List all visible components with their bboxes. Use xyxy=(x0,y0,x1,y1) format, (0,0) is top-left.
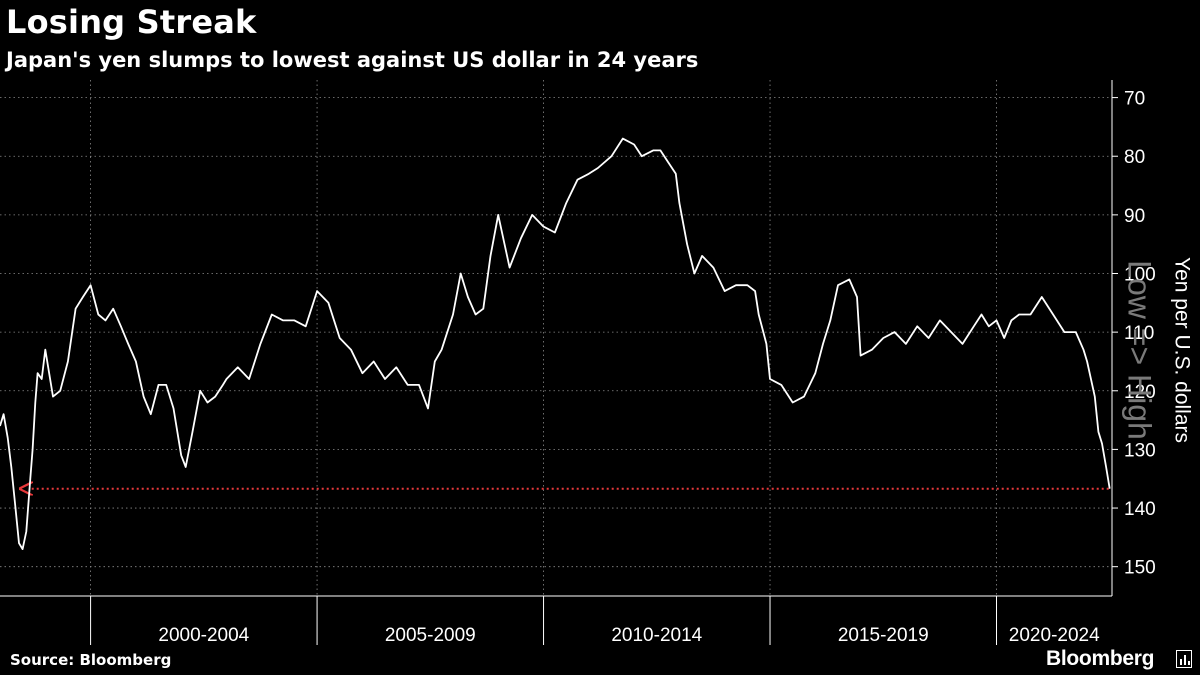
chart-title: Losing Streak xyxy=(6,3,257,41)
x-axis-periods: 2000-2004 2005-2009 2010-2014 2015-2019 2020… xyxy=(0,595,1112,646)
y-axis: 70 80 90 100 110 120 130 140 150 xyxy=(1111,80,1156,596)
y-tick-label: 90 xyxy=(1124,206,1145,227)
y-tick-label: 80 xyxy=(1124,147,1145,168)
y-tick-label: 70 xyxy=(1124,89,1145,110)
x-period-label: 2020-2024 xyxy=(1009,625,1100,646)
bloomberg-logo: Bloomberg xyxy=(1046,647,1155,670)
x-period-label: 2005-2009 xyxy=(385,625,476,646)
y-tick-label: 130 xyxy=(1124,440,1156,461)
bloomberg-mark-icon xyxy=(1176,650,1192,668)
x-period-label: 2010-2014 xyxy=(611,625,702,646)
grid xyxy=(0,80,1112,596)
y-tick-label: 120 xyxy=(1124,382,1156,403)
axis-annotation: Low => High xyxy=(1122,260,1158,440)
x-period-label: 2015-2019 xyxy=(838,625,929,646)
x-period-label: 2000-2004 xyxy=(158,625,249,646)
source-note: Source: Bloomberg xyxy=(10,651,172,669)
chart-subtitle: Japan's yen slumps to lowest against US … xyxy=(6,48,699,72)
usd-jpy-line xyxy=(0,137,1111,550)
y-tick-label: 110 xyxy=(1124,323,1154,344)
y-tick-label: 150 xyxy=(1124,558,1156,579)
y-axis-label: Yen per U.S. dollars xyxy=(1170,257,1193,443)
series-group xyxy=(0,137,1111,550)
y-tick-label: 140 xyxy=(1124,499,1156,520)
y-tick-label: 100 xyxy=(1124,265,1156,286)
